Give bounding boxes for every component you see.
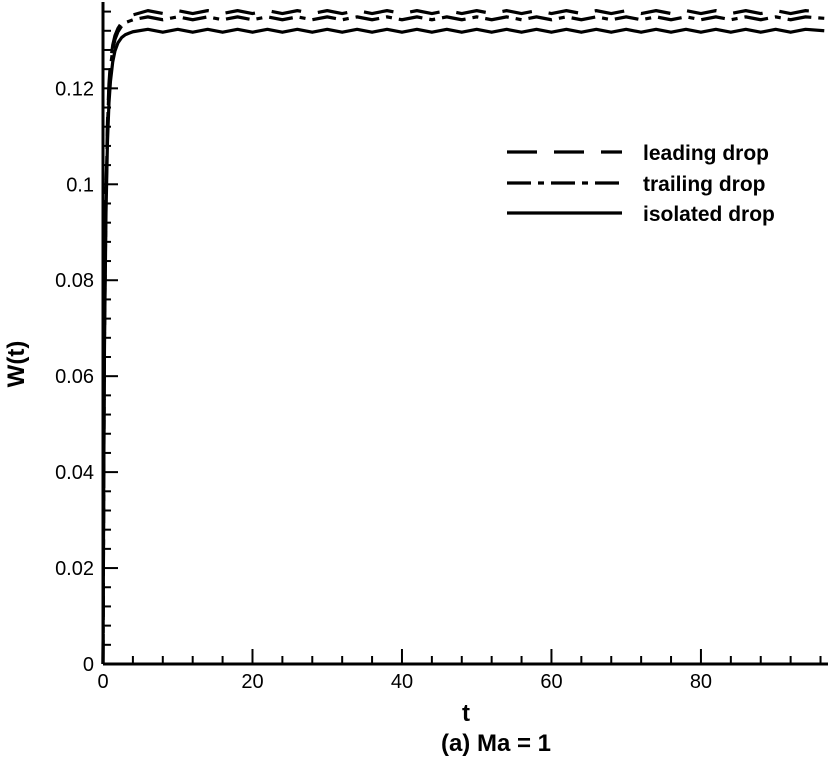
y-axis-title: W(t) — [3, 341, 30, 388]
x-tick-label: 40 — [391, 671, 413, 693]
x-tick-label: 20 — [241, 671, 263, 693]
x-tick-label: 60 — [540, 671, 562, 693]
y-tick-label: 0.04 — [55, 462, 94, 484]
y-tick-label: 0.08 — [55, 270, 94, 292]
series-line-leading-drop — [101, 9, 825, 665]
x-tick-label: 0 — [97, 671, 108, 693]
legend-label-trailing-drop: trailing drop — [643, 173, 766, 196]
series-line-trailing-drop — [101, 15, 825, 665]
x-axis-title: t — [462, 700, 470, 727]
x-tick-label: 80 — [690, 671, 712, 693]
y-tick-label: 0 — [83, 654, 94, 676]
y-tick-label: 0.12 — [55, 78, 94, 100]
y-tick-label: 0.1 — [66, 174, 94, 196]
legend-label-leading-drop: leading drop — [643, 142, 769, 165]
figure-caption: (a) Ma = 1 — [441, 730, 551, 757]
y-tick-label: 0.06 — [55, 366, 94, 388]
y-tick-label: 0.02 — [55, 558, 94, 580]
series-line-isolated-drop — [101, 27, 825, 665]
axes: 0 20 40 60 80 0 0.02 0.04 0.06 0.08 0.1 0.12 — [55, 2, 828, 693]
legend: leading drop trailing drop isolated drop — [507, 142, 775, 226]
plot-lines — [101, 9, 825, 665]
legend-label-isolated-drop: isolated drop — [643, 203, 775, 226]
